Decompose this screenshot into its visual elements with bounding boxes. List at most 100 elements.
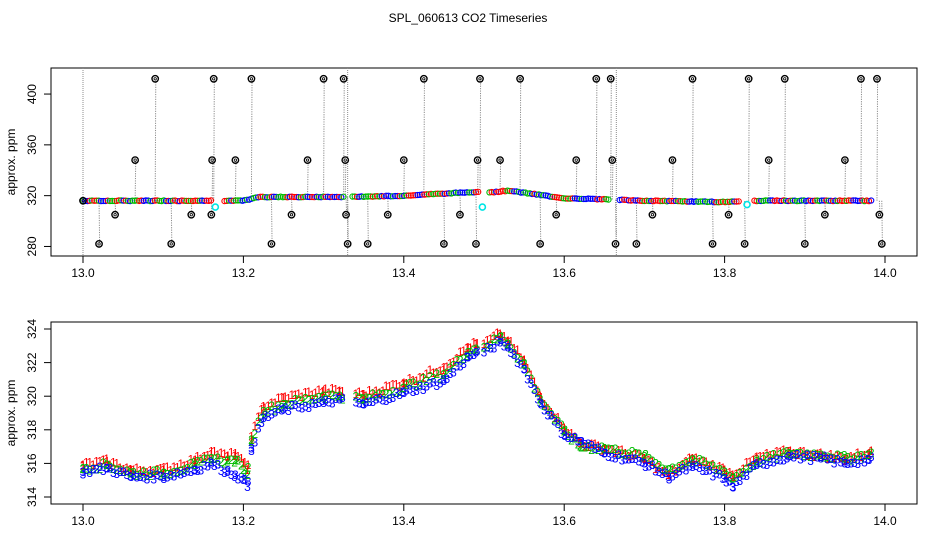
series-2-anchor: 2	[192, 458, 199, 472]
spike-marker	[209, 74, 218, 83]
series-2-anchor: 2	[721, 465, 728, 479]
spike-trace	[844, 160, 846, 201]
series-2-point: 2	[622, 448, 629, 462]
spike-marker	[820, 210, 829, 219]
spike-marker	[875, 210, 884, 219]
series-3-anchor: 3	[336, 393, 343, 407]
series-1-point: 1	[541, 397, 548, 411]
series-2-point: 2	[292, 393, 299, 407]
baseline-point	[93, 197, 100, 204]
series-3-anchor: 3	[192, 463, 199, 477]
series-2-anchor: 2	[473, 342, 480, 356]
series-3-point: 3	[679, 461, 686, 475]
spike-marker-core	[743, 242, 747, 246]
spike-trace	[134, 160, 137, 201]
series-2-point: 2	[171, 465, 178, 479]
series-2-point: 2	[561, 423, 568, 437]
series-3-point: 3	[770, 456, 777, 470]
series-1-point: 1	[689, 454, 696, 468]
series-1-point: 1	[561, 424, 568, 438]
series-2-anchor: 2	[665, 463, 672, 477]
baseline-point	[856, 197, 864, 204]
series-1-point: 1	[262, 401, 269, 415]
baseline-point	[201, 197, 208, 205]
series-3-point: 3	[646, 460, 653, 474]
series-1-point: 1	[379, 384, 386, 398]
spike-marker-core	[249, 77, 254, 81]
series-1-point: 1	[211, 445, 218, 459]
series-3-anchor: 3	[537, 396, 544, 410]
series-2-point: 2	[841, 448, 848, 462]
baseline-point	[263, 194, 271, 201]
spike-marker	[267, 240, 276, 248]
series-1-point: 1	[511, 342, 518, 356]
series-3-point: 3	[582, 438, 589, 452]
series-1-anchor: 1	[280, 391, 287, 405]
series-1-anchor: 1	[641, 451, 648, 465]
series-3-point: 3	[113, 467, 120, 481]
spike-marker-core	[767, 158, 771, 162]
series-3-point: 3	[214, 457, 221, 471]
series-3-point: 3	[332, 392, 339, 406]
series-2-point: 2	[167, 467, 174, 481]
series-1-point: 1	[551, 411, 558, 425]
series-2-point: 2	[181, 463, 188, 477]
spike-trace	[211, 160, 214, 201]
series-2-point: 2	[262, 407, 269, 421]
spike-marker-core	[880, 242, 884, 246]
series-2-point: 2	[423, 374, 430, 388]
series-2-point: 2	[585, 439, 592, 453]
series-3-point: 3	[622, 452, 629, 466]
series-2-point: 2	[369, 387, 376, 401]
series-1-point: 1	[763, 447, 770, 461]
baseline-point	[562, 195, 569, 202]
baseline-point	[322, 193, 329, 201]
series-2-anchor: 2	[465, 346, 472, 360]
series-3-point: 3	[352, 396, 359, 410]
baseline-point	[174, 197, 181, 205]
series-2-point: 2	[541, 399, 548, 413]
top-traces	[82, 68, 883, 256]
baseline-point	[845, 197, 852, 204]
baseline-point	[394, 192, 401, 200]
series-3-point: 3	[696, 461, 703, 475]
series-3-point: 3	[706, 463, 713, 477]
series-3-anchor: 3	[240, 473, 247, 487]
baseline-point	[838, 197, 846, 205]
gap-marker	[211, 203, 220, 211]
series-3-point: 3	[575, 435, 582, 449]
baseline-point	[414, 191, 421, 199]
series-3-point: 3	[100, 464, 107, 478]
baseline-point	[654, 197, 662, 204]
spike-marker	[419, 74, 428, 83]
baseline-point	[463, 189, 471, 196]
series-2-point: 2	[740, 466, 747, 480]
series-3-point: 3	[635, 455, 642, 469]
series-3-anchor: 3	[224, 465, 231, 479]
series-1-anchor: 1	[537, 389, 544, 403]
baseline-point	[167, 197, 174, 205]
series-3-point: 3	[194, 464, 201, 478]
series-3-point: 3	[578, 435, 585, 449]
series-1-point: 1	[831, 451, 838, 465]
series-2-point: 2	[474, 343, 481, 357]
top-x-tick-label: 13.4	[392, 266, 416, 280]
series-1-point: 1	[255, 410, 262, 424]
series-1-point: 1	[123, 461, 130, 475]
series-2-point: 2	[575, 438, 582, 452]
series-2-point: 2	[467, 345, 474, 359]
series-1-point: 1	[608, 443, 615, 457]
series-2-point: 2	[332, 390, 339, 404]
series-2-point: 2	[443, 366, 450, 380]
baseline-point	[378, 192, 385, 200]
baseline-point	[630, 197, 637, 204]
bottom-x-tick-label: 13.6	[553, 514, 577, 528]
series-3-point: 3	[629, 452, 636, 466]
series-3-point: 3	[763, 458, 770, 472]
series-2-point: 2	[491, 332, 498, 346]
baseline-point	[95, 197, 102, 204]
baseline-point	[587, 195, 594, 202]
series-3-point: 3	[558, 427, 565, 441]
series-1-point: 1	[181, 459, 188, 473]
series-1-point: 1	[332, 383, 339, 397]
